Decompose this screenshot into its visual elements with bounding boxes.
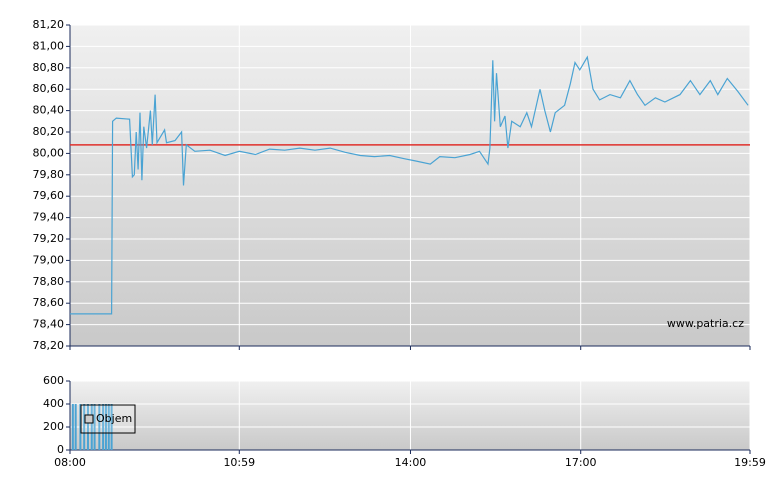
legend-swatch bbox=[84, 414, 94, 424]
price-line bbox=[70, 55, 749, 315]
volume-bar bbox=[86, 404, 89, 450]
volume-bar bbox=[98, 404, 101, 450]
y-tick-label: 81,00 bbox=[33, 39, 65, 52]
volume-bar bbox=[71, 404, 74, 450]
y-tick-label: 78,60 bbox=[33, 296, 65, 309]
volume-bar bbox=[74, 404, 77, 450]
y-tick-label: 81,20 bbox=[33, 18, 65, 31]
volume-bar bbox=[79, 404, 82, 450]
volume-bar bbox=[90, 404, 93, 450]
volume-bar bbox=[104, 404, 107, 450]
y-tick-label: 79,60 bbox=[33, 189, 65, 202]
volume-bar bbox=[110, 404, 113, 450]
y-tick-label: 79,00 bbox=[33, 253, 65, 266]
y-tick-label: 78,20 bbox=[33, 339, 65, 352]
volume-bar bbox=[83, 404, 86, 450]
legend-box bbox=[80, 404, 136, 434]
volume-bar bbox=[93, 404, 96, 450]
x-tick-label: 10:59 bbox=[223, 456, 255, 469]
y-tick-label: 79,40 bbox=[33, 211, 65, 224]
y-tick-label: 80,20 bbox=[33, 125, 65, 138]
y-tick-label: 78,40 bbox=[33, 318, 65, 331]
y-tick-label: 80,40 bbox=[33, 104, 65, 117]
y-tick-label: 79,20 bbox=[33, 232, 65, 245]
x-tick-label: 17:00 bbox=[565, 456, 597, 469]
y-tick-label: 400 bbox=[43, 397, 64, 410]
x-tick-label: 14:00 bbox=[395, 456, 427, 469]
watermark: www.patria.cz bbox=[667, 317, 744, 330]
y-tick-label: 600 bbox=[43, 374, 64, 387]
volume-bar bbox=[102, 404, 105, 450]
x-tick-label: 19:59 bbox=[734, 456, 766, 469]
y-tick-label: 78,80 bbox=[33, 275, 65, 288]
y-tick-label: 79,80 bbox=[33, 168, 65, 181]
y-tick-label: 80,60 bbox=[33, 82, 65, 95]
legend-label: Objem bbox=[96, 412, 132, 425]
x-tick-label: 08:00 bbox=[54, 456, 86, 469]
volume-bar bbox=[107, 404, 110, 450]
y-tick-label: 80,80 bbox=[33, 61, 65, 74]
y-tick-label: 200 bbox=[43, 420, 64, 433]
y-tick-label: 80,00 bbox=[33, 146, 65, 159]
y-tick-label: 0 bbox=[57, 443, 64, 456]
